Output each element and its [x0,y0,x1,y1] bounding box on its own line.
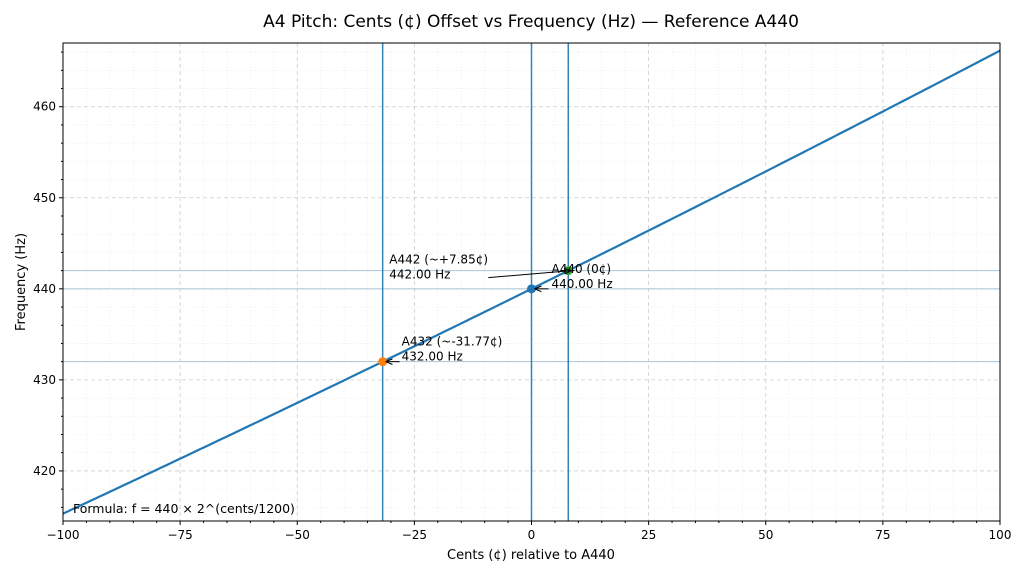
chart-title: A4 Pitch: Cents (¢) Offset vs Frequency … [263,12,799,32]
x-tick-label: 25 [641,528,656,542]
point-value-label: 440.00 Hz [552,277,613,291]
y-tick-label: 450 [33,191,56,205]
x-tick-label: −25 [402,528,427,542]
y-tick-label: 420 [33,464,56,478]
point-value-label: 432.00 Hz [402,350,463,364]
axis-ticks: −100 −75 −50 −25 0 25 50 75 100 420 430 440 450 460 [33,51,1012,542]
x-tick-label: 100 [989,528,1012,542]
y-axis-label: Frequency (Hz) [14,233,29,331]
x-tick-label: 50 [758,528,773,542]
y-tick-label: 440 [33,282,56,296]
y-tick-label: 460 [33,100,56,114]
point-label: A440 (0¢) [552,262,612,276]
point-value-label: 442.00 Hz [389,268,450,282]
point-label: A442 (~+7.85¢) [389,253,488,267]
data-point [378,357,388,367]
x-axis-label: Cents (¢) relative to A440 [447,548,615,563]
x-tick-label: −100 [47,528,80,542]
point-label: A432 (~-31.77¢) [402,335,503,349]
data-point [527,284,536,294]
x-tick-label: 0 [528,528,536,542]
y-tick-label: 430 [33,373,56,387]
formula-annotation: Formula: f = 440 × 2^(cents/1200) [73,501,295,516]
annotations: A440 (0¢)440.00 Hz A432 (~-31.77¢)432.00 … [385,253,613,364]
annotation-arrow [488,271,571,279]
reference-lines [63,43,1000,521]
x-tick-label: 75 [875,528,890,542]
x-tick-label: −75 [167,528,192,542]
plot-frame [62,42,1001,522]
x-tick-label: −50 [285,528,310,542]
